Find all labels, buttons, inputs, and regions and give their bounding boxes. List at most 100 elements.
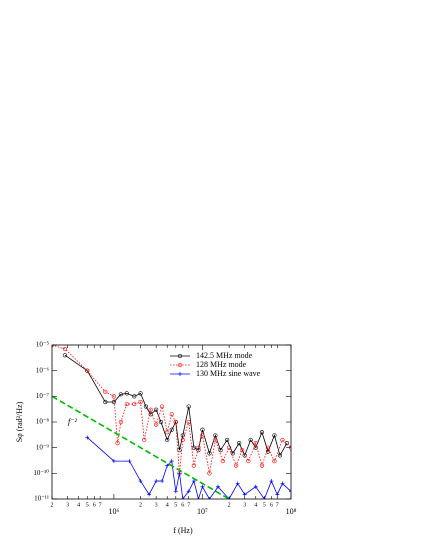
x-tick-label: 5 bbox=[174, 502, 177, 508]
marker bbox=[237, 441, 242, 446]
marker bbox=[154, 479, 159, 484]
marker bbox=[200, 433, 205, 438]
marker bbox=[124, 391, 129, 396]
legend-label: 142.5 MHz mode bbox=[196, 351, 253, 360]
marker bbox=[138, 391, 143, 396]
marker bbox=[227, 445, 232, 450]
x-tick-label: 2 bbox=[228, 502, 231, 508]
marker bbox=[85, 435, 90, 440]
series-line bbox=[52, 395, 230, 499]
marker bbox=[169, 459, 174, 464]
marker bbox=[154, 407, 159, 412]
marker bbox=[62, 346, 68, 352]
series-line bbox=[86, 437, 291, 499]
y-tick-label: 10⁻⁶ bbox=[36, 366, 50, 374]
marker bbox=[191, 445, 196, 450]
marker bbox=[289, 489, 291, 494]
marker bbox=[165, 430, 170, 435]
y-tick-label: 10⁻⁵ bbox=[36, 341, 50, 349]
plot-frame bbox=[51, 344, 292, 500]
marker bbox=[262, 497, 267, 499]
marker bbox=[159, 404, 165, 409]
y-tick-label: 10⁻¹⁰ bbox=[33, 469, 49, 477]
annotation: f⁻² bbox=[68, 417, 77, 426]
x-tick-label: 7 bbox=[187, 502, 190, 508]
x-tick-label: 4 bbox=[166, 502, 169, 508]
marker bbox=[213, 437, 218, 443]
marker bbox=[218, 448, 223, 453]
marker bbox=[269, 479, 274, 484]
marker bbox=[280, 437, 285, 443]
x-tick-label: 6 bbox=[93, 502, 96, 508]
marker bbox=[165, 437, 170, 443]
marker bbox=[177, 448, 182, 453]
marker bbox=[173, 419, 178, 425]
marker bbox=[143, 404, 149, 409]
marker bbox=[280, 481, 285, 486]
marker bbox=[253, 484, 258, 489]
marker bbox=[148, 412, 153, 417]
marker bbox=[225, 437, 230, 443]
marker bbox=[288, 445, 291, 450]
plot-area bbox=[52, 345, 291, 499]
legend-label: 128 MHz mode bbox=[196, 360, 247, 369]
marker bbox=[111, 459, 116, 464]
marker bbox=[177, 353, 183, 359]
marker bbox=[138, 479, 143, 484]
marker bbox=[118, 419, 124, 425]
marker bbox=[111, 394, 116, 399]
marker bbox=[191, 463, 196, 468]
x-tick-label: 2 bbox=[139, 502, 142, 508]
x-tick-label: 10⁷ bbox=[197, 507, 208, 516]
marker bbox=[103, 389, 108, 394]
marker bbox=[248, 437, 253, 443]
marker bbox=[242, 453, 247, 458]
marker bbox=[230, 451, 235, 456]
marker bbox=[115, 441, 120, 446]
marker bbox=[242, 492, 247, 497]
x-tick-label: 7 bbox=[99, 502, 102, 508]
marker bbox=[191, 479, 196, 484]
x-tick-label: 6 bbox=[181, 502, 184, 508]
marker bbox=[103, 399, 108, 405]
x-tick-label: 10⁸ bbox=[286, 507, 297, 516]
marker bbox=[148, 407, 153, 412]
marker bbox=[200, 427, 205, 432]
marker bbox=[272, 458, 277, 464]
legend-label: 130 MHz sine wave bbox=[196, 369, 261, 378]
x-tick-label: 2 bbox=[51, 502, 54, 508]
x-tick-label: 3 bbox=[243, 502, 246, 508]
marker bbox=[180, 437, 185, 443]
x-tick-label: 10⁶ bbox=[108, 507, 119, 516]
x-tick-label: 4 bbox=[77, 502, 80, 508]
x-tick-label: 3 bbox=[66, 502, 69, 508]
marker bbox=[253, 445, 258, 450]
marker bbox=[127, 459, 132, 464]
marker bbox=[246, 458, 251, 464]
y-axis-label: Sφ (rad²/Hz) bbox=[15, 401, 24, 442]
marker bbox=[177, 471, 182, 476]
x-tick-label: 3 bbox=[155, 502, 158, 508]
marker bbox=[169, 427, 174, 432]
marker bbox=[207, 497, 212, 499]
marker bbox=[132, 401, 137, 407]
marker bbox=[284, 441, 290, 446]
series-line bbox=[52, 345, 291, 474]
marker bbox=[207, 451, 212, 456]
marker bbox=[259, 430, 265, 435]
marker bbox=[200, 484, 205, 489]
marker bbox=[154, 422, 159, 427]
marker bbox=[186, 419, 191, 425]
marker bbox=[160, 479, 165, 484]
y-tick-label: 10⁻⁷ bbox=[36, 392, 50, 400]
marker bbox=[234, 463, 239, 468]
marker bbox=[235, 481, 240, 486]
marker bbox=[180, 497, 185, 499]
marker bbox=[275, 492, 280, 497]
marker bbox=[142, 437, 147, 443]
marker bbox=[124, 401, 129, 407]
marker bbox=[207, 471, 212, 476]
marker bbox=[196, 497, 201, 499]
